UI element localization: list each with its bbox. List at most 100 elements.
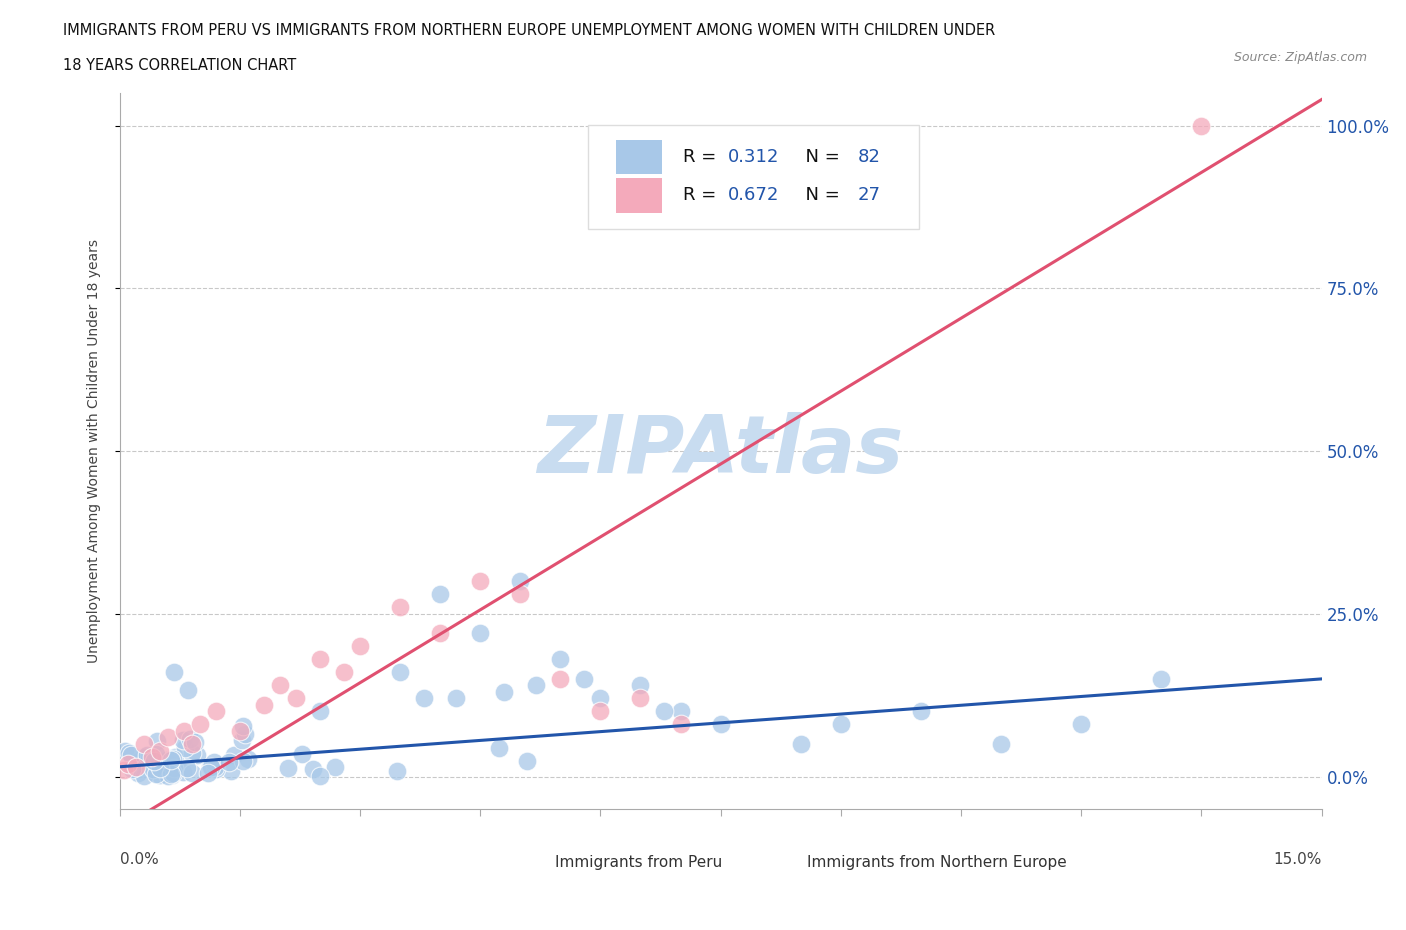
Point bbox=[349, 639, 371, 654]
Point bbox=[141, 750, 163, 764]
Point bbox=[145, 746, 167, 761]
Point bbox=[173, 724, 195, 738]
Point bbox=[218, 755, 240, 770]
Point bbox=[200, 760, 222, 775]
Point bbox=[134, 768, 156, 783]
Point bbox=[1150, 671, 1173, 686]
Point bbox=[630, 691, 652, 706]
Point bbox=[149, 767, 172, 782]
Point bbox=[162, 766, 184, 781]
Point bbox=[181, 766, 204, 781]
Text: N =: N = bbox=[794, 148, 845, 166]
Point bbox=[120, 748, 142, 763]
Point bbox=[121, 762, 143, 777]
Point bbox=[124, 759, 146, 774]
Point bbox=[172, 733, 194, 748]
Point bbox=[128, 753, 150, 768]
Point bbox=[589, 691, 612, 706]
Point bbox=[470, 574, 492, 589]
Text: ZIPAtlas: ZIPAtlas bbox=[537, 412, 904, 490]
Point bbox=[231, 733, 253, 748]
Point bbox=[388, 665, 411, 680]
Text: 0.0%: 0.0% bbox=[120, 852, 159, 867]
Point bbox=[444, 691, 467, 706]
Point bbox=[179, 732, 201, 747]
Point bbox=[152, 761, 174, 776]
Point bbox=[388, 600, 411, 615]
Point bbox=[630, 678, 652, 693]
Point bbox=[197, 765, 219, 780]
Point bbox=[228, 724, 252, 738]
Point bbox=[149, 761, 172, 776]
Point bbox=[509, 574, 531, 589]
Point bbox=[238, 751, 260, 766]
Point bbox=[146, 733, 169, 748]
FancyBboxPatch shape bbox=[616, 140, 662, 174]
Text: 15.0%: 15.0% bbox=[1274, 852, 1322, 867]
Point bbox=[204, 704, 226, 719]
Point bbox=[132, 737, 155, 751]
Point bbox=[589, 704, 612, 719]
Point bbox=[990, 737, 1012, 751]
Point bbox=[654, 704, 676, 719]
Point bbox=[269, 678, 291, 693]
Text: Immigrants from Northern Europe: Immigrants from Northern Europe bbox=[807, 856, 1067, 870]
Point bbox=[669, 704, 692, 719]
Point bbox=[232, 753, 254, 768]
Point bbox=[162, 751, 184, 766]
FancyBboxPatch shape bbox=[588, 126, 920, 229]
Point bbox=[413, 691, 436, 706]
Point bbox=[145, 767, 167, 782]
Text: N =: N = bbox=[794, 186, 845, 205]
Point bbox=[118, 745, 141, 760]
Point bbox=[136, 748, 159, 763]
Point bbox=[143, 753, 166, 768]
Point bbox=[385, 764, 408, 778]
Text: 82: 82 bbox=[858, 148, 880, 166]
Point bbox=[524, 678, 547, 693]
FancyBboxPatch shape bbox=[769, 848, 799, 877]
Text: 0.312: 0.312 bbox=[728, 148, 779, 166]
Point bbox=[141, 751, 163, 766]
Point bbox=[709, 717, 731, 732]
Text: Immigrants from Peru: Immigrants from Peru bbox=[555, 856, 721, 870]
Point bbox=[494, 684, 516, 699]
Point bbox=[156, 730, 179, 745]
Point bbox=[134, 750, 156, 764]
Point bbox=[1070, 717, 1092, 732]
Point bbox=[790, 737, 813, 751]
Point bbox=[163, 664, 186, 679]
Point bbox=[186, 747, 208, 762]
Point bbox=[180, 737, 202, 751]
Point bbox=[163, 761, 186, 776]
Point bbox=[177, 683, 200, 698]
Point bbox=[284, 691, 307, 706]
Point bbox=[176, 761, 198, 776]
Point bbox=[277, 761, 299, 776]
Point bbox=[429, 587, 451, 602]
Point bbox=[333, 665, 356, 680]
Point bbox=[160, 752, 183, 767]
Point bbox=[112, 763, 135, 777]
Point bbox=[174, 741, 197, 756]
Y-axis label: Unemployment Among Women with Children Under 18 years: Unemployment Among Women with Children U… bbox=[87, 239, 101, 663]
Point bbox=[309, 652, 332, 667]
Point bbox=[548, 671, 571, 686]
Point bbox=[127, 765, 149, 780]
Text: 0.672: 0.672 bbox=[728, 186, 779, 205]
FancyBboxPatch shape bbox=[616, 179, 662, 213]
Point bbox=[184, 735, 207, 750]
Point bbox=[224, 748, 246, 763]
Point bbox=[156, 752, 179, 767]
Point bbox=[830, 717, 852, 732]
Point bbox=[157, 769, 180, 784]
Point bbox=[142, 762, 165, 777]
Point bbox=[149, 743, 172, 758]
Text: IMMIGRANTS FROM PERU VS IMMIGRANTS FROM NORTHERN EUROPE UNEMPLOYMENT AMONG WOMEN: IMMIGRANTS FROM PERU VS IMMIGRANTS FROM … bbox=[63, 23, 995, 38]
Point bbox=[219, 764, 242, 778]
Point bbox=[516, 753, 538, 768]
Point bbox=[232, 719, 254, 734]
Point bbox=[233, 727, 256, 742]
Point bbox=[117, 756, 139, 771]
Point bbox=[162, 767, 184, 782]
